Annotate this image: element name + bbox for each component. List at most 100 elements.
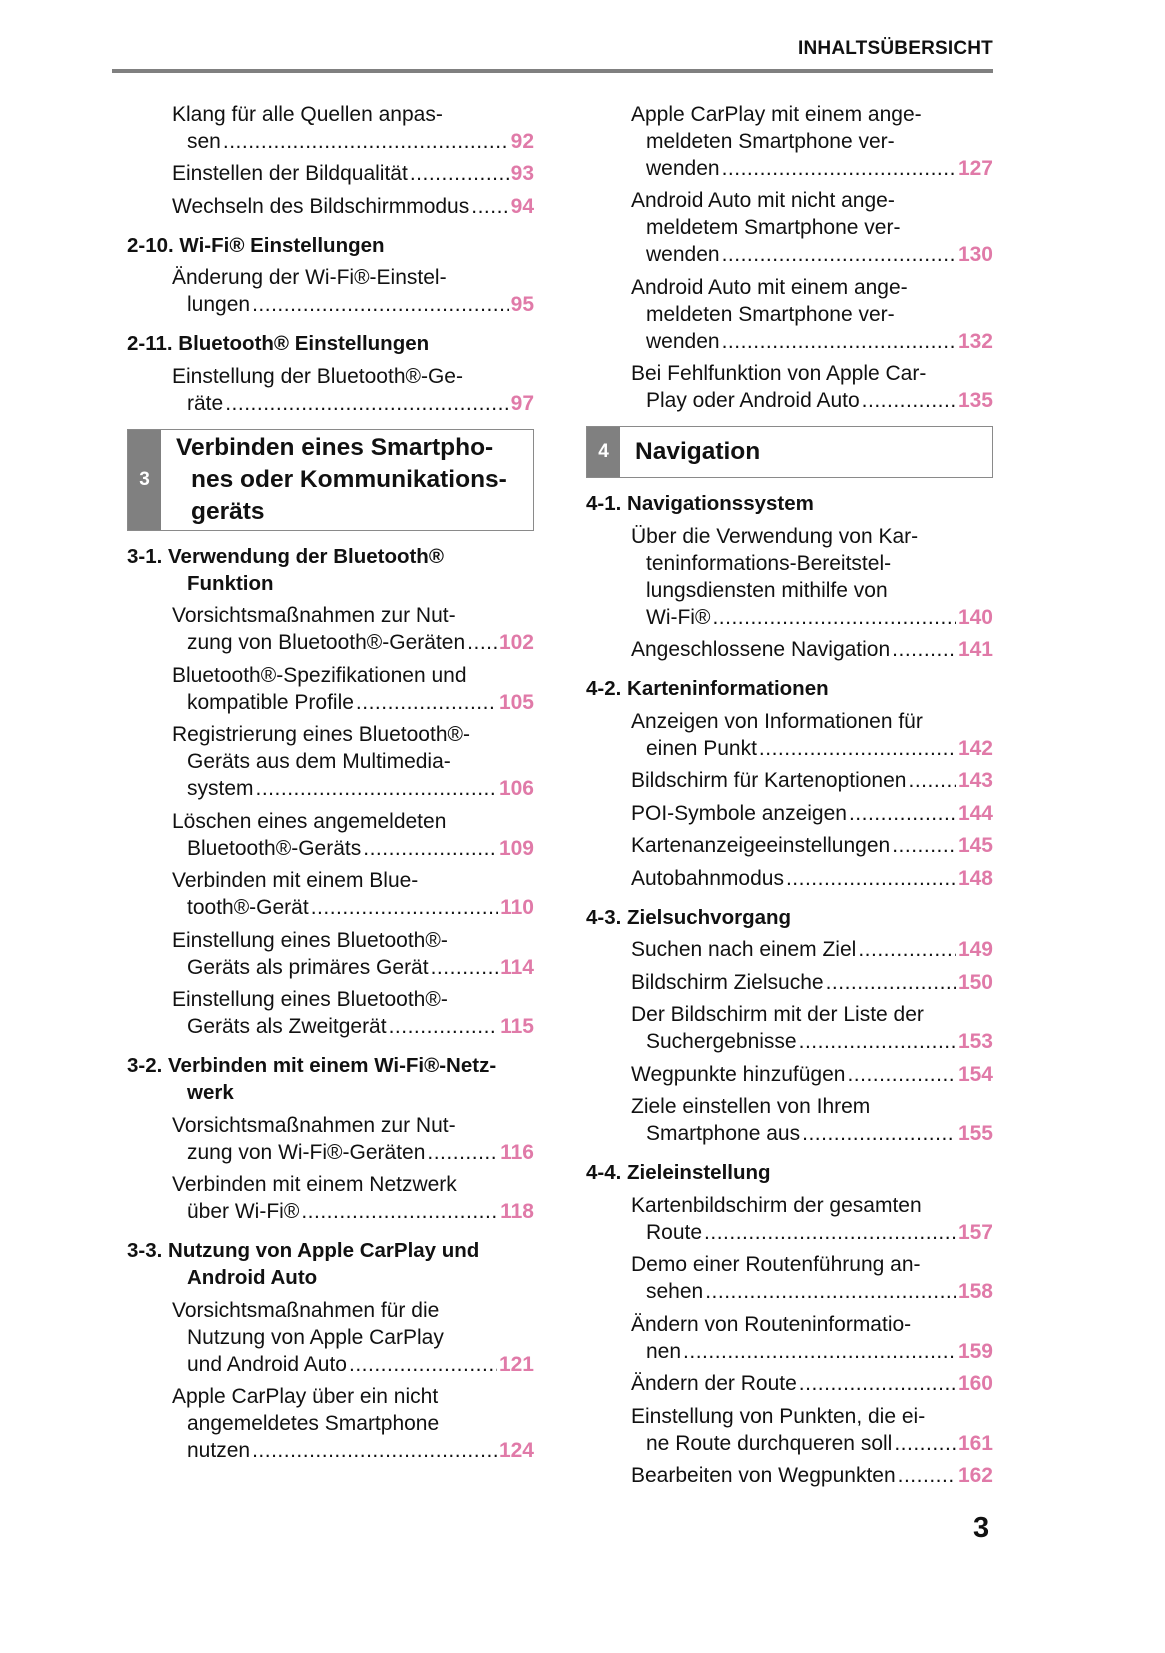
- toc-entry[interactable]: Wechseln des Bildschirmmodus............…: [127, 193, 534, 220]
- toc-entry[interactable]: Verbinden mit einem Netzwerk über Wi-Fi®.…: [127, 1171, 534, 1225]
- toc-entry[interactable]: Ändern von Routeninformatio-nen.........…: [586, 1311, 993, 1365]
- entry-page-number[interactable]: 114: [500, 955, 534, 979]
- toc-entry[interactable]: Löschen eines angemeldeten Bluetooth®-Ger…: [127, 808, 534, 862]
- entry-page-number[interactable]: 148: [957, 866, 993, 890]
- toc-entry[interactable]: Angeschlossene Navigation...............…: [586, 636, 993, 663]
- entry-page-number[interactable]: 121: [498, 1352, 534, 1376]
- entry-page-number[interactable]: 110: [500, 896, 534, 919]
- entry-page-number[interactable]: 142: [957, 736, 993, 760]
- entry-page-number[interactable]: 105: [498, 690, 534, 714]
- page-number: 3: [973, 1512, 990, 1544]
- entry-page-number[interactable]: 127: [957, 156, 993, 180]
- entry-page-number[interactable]: 144: [957, 801, 993, 825]
- entry-page-number[interactable]: 159: [957, 1339, 993, 1363]
- toc-entry[interactable]: Bildschirm Zielsuche....................…: [586, 969, 993, 996]
- toc-entry[interactable]: Vorsichtsmaßnahmen für die Nutzung von Ap…: [127, 1297, 534, 1378]
- toc-entry[interactable]: Bearbeiten von Wegpunkten...............…: [586, 1462, 993, 1489]
- entry-page-number[interactable]: 140: [957, 605, 993, 629]
- toc-entry[interactable]: Suchen nach einem Ziel..................…: [586, 936, 993, 963]
- entry-text-line: Anzeigen von Informationen für: [631, 709, 923, 733]
- toc-entry[interactable]: POI-Symbole anzeigen....................…: [586, 800, 993, 827]
- entry-page-number[interactable]: 102: [498, 631, 534, 654]
- toc-entry[interactable]: Verbinden mit einem Blue-tooth®-Gerät...…: [127, 867, 534, 921]
- dot-leader: ........................................…: [427, 1140, 498, 1164]
- toc-entry[interactable]: Klang für alle Quellen anpas-sen........…: [127, 101, 534, 155]
- entry-page-number[interactable]: 118: [500, 1200, 534, 1223]
- toc-entry[interactable]: Kartenbildschirm der gesamten Route......…: [586, 1192, 993, 1246]
- toc-entry[interactable]: Bei Fehlfunktion von Apple Car- Play oder…: [586, 360, 993, 414]
- toc-entry[interactable]: Wegpunkte hinzufügen....................…: [586, 1061, 993, 1088]
- entry-text-line: Vorsichtsmaßnahmen für die: [172, 1298, 440, 1322]
- entry-text-line: Bei Fehlfunktion von Apple Car-: [631, 362, 927, 385]
- dot-leader: ........................................…: [712, 605, 956, 629]
- entry-text: POI-Symbole anzeigen: [631, 801, 847, 825]
- dot-leader: ........................................…: [348, 1352, 497, 1376]
- entry-page-number[interactable]: 145: [957, 834, 993, 857]
- entry-last-line: system..................................…: [127, 775, 534, 802]
- toc-entry[interactable]: Android Auto mit nicht ange-meldetem Sma…: [586, 187, 993, 268]
- toc-entry[interactable]: Apple CarPlay mit einem ange-meldeten Sm…: [586, 101, 993, 182]
- toc-entry[interactable]: Vorsichtsmaßnahmen zur Nut-zung von Wi-F…: [127, 1112, 534, 1166]
- entry-page-number[interactable]: 115: [500, 1015, 534, 1038]
- toc-entry[interactable]: Der Bildschirm mit der Liste der Sucherge…: [586, 1001, 993, 1055]
- toc-entry[interactable]: Änderung der Wi-Fi®-Einstel-lungen......…: [127, 264, 534, 318]
- toc-entry[interactable]: Ändern der Route........................…: [586, 1370, 993, 1397]
- entry-page-number[interactable]: 106: [498, 777, 534, 800]
- entry-page-number[interactable]: 153: [957, 1030, 993, 1053]
- toc-entry[interactable]: Registrierung eines Bluetooth®- Geräts au…: [127, 721, 534, 802]
- toc-entry[interactable]: Apple CarPlay über ein nicht angemeldetes…: [127, 1383, 534, 1464]
- entry-last-line: POI-Symbole anzeigen....................…: [586, 800, 993, 827]
- entry-page-number[interactable]: 141: [957, 638, 993, 661]
- toc-entry[interactable]: Einstellung eines Bluetooth®- Geräts als …: [127, 927, 534, 981]
- entry-text: räte: [187, 391, 224, 415]
- entry-page-number[interactable]: 135: [957, 389, 993, 412]
- heading-line: 4-2. Karteninformationen: [586, 677, 829, 700]
- toc-entry[interactable]: Demo einer Routenführung an-sehen.......…: [586, 1251, 993, 1305]
- entry-last-line: über Wi-Fi®.............................…: [127, 1198, 534, 1225]
- entry-page-number[interactable]: 130: [957, 243, 993, 266]
- entry-page-number[interactable]: 157: [957, 1220, 993, 1244]
- entry-page-number[interactable]: 124: [498, 1439, 534, 1462]
- toc-entry[interactable]: Einstellung eines Bluetooth®- Geräts als …: [127, 986, 534, 1040]
- entry-text-line: meldetem Smartphone ver-: [646, 216, 901, 239]
- entry-page-number[interactable]: 149: [957, 938, 993, 961]
- toc-entry[interactable]: Bluetooth®-Spezifikationen und kompatible…: [127, 662, 534, 716]
- chapter-number: 3: [128, 429, 161, 530]
- entry-page-number[interactable]: 92: [510, 129, 534, 153]
- toc-entry[interactable]: Android Auto mit einem ange-meldeten Sma…: [586, 274, 993, 355]
- toc-entry[interactable]: Ziele einstellen von Ihrem Smartphone aus…: [586, 1093, 993, 1147]
- entry-page-number[interactable]: 95: [510, 293, 534, 316]
- entry-page-number[interactable]: 94: [510, 194, 534, 218]
- toc-entry[interactable]: Einstellung der Bluetooth®-Ge-räte......…: [127, 363, 534, 417]
- toc-entry[interactable]: Bildschirm für Kartenoptionen...........…: [586, 767, 993, 794]
- entry-page-number[interactable]: 132: [957, 329, 993, 353]
- toc-entry[interactable]: Über die Verwendung von Kar-teninformati…: [586, 523, 993, 631]
- toc-entry[interactable]: Kartenanzeigeeinstellungen..............…: [586, 832, 993, 859]
- toc-entry[interactable]: Einstellung von Punkten, die ei-ne Route…: [586, 1403, 993, 1457]
- entry-page-number[interactable]: 162: [957, 1464, 993, 1487]
- entry-last-line: Bildschirm Zielsuche....................…: [586, 969, 993, 996]
- dot-leader: ........................................…: [388, 1015, 499, 1038]
- entry-page-number[interactable]: 155: [957, 1122, 993, 1145]
- entry-page-number[interactable]: 97: [510, 391, 534, 415]
- entry-page-number[interactable]: 93: [510, 162, 534, 185]
- entry-page-number[interactable]: 109: [498, 836, 534, 860]
- entry-page-number[interactable]: 154: [957, 1062, 993, 1086]
- entry-page-number[interactable]: 143: [957, 769, 993, 792]
- entry-page-number[interactable]: 160: [957, 1372, 993, 1395]
- toc-entry[interactable]: Autobahnmodus...........................…: [586, 865, 993, 892]
- entry-page-number[interactable]: 161: [957, 1431, 993, 1455]
- entry-page-number[interactable]: 150: [957, 970, 993, 994]
- entry-last-line: einen Punkt.............................…: [586, 735, 993, 762]
- entry-page-number[interactable]: 116: [500, 1140, 534, 1164]
- entry-page-number[interactable]: 158: [957, 1280, 993, 1303]
- heading-line: 4-4. Zieleinstellung: [586, 1161, 771, 1184]
- toc-entry[interactable]: Vorsichtsmaßnahmen zur Nut-zung von Blue…: [127, 602, 534, 656]
- entry-text: lungen: [187, 293, 251, 316]
- toc-entry[interactable]: Anzeigen von Informationen für einen Punk…: [586, 708, 993, 762]
- entry-text: einen Punkt: [646, 736, 757, 760]
- dot-leader: ........................................…: [785, 866, 956, 890]
- toc-entry[interactable]: Einstellen der Bildqualität.............…: [127, 160, 534, 187]
- entry-text-line: Einstellung eines Bluetooth®-: [172, 928, 448, 952]
- toc-column-left: Klang für alle Quellen anpas-sen........…: [127, 95, 534, 1464]
